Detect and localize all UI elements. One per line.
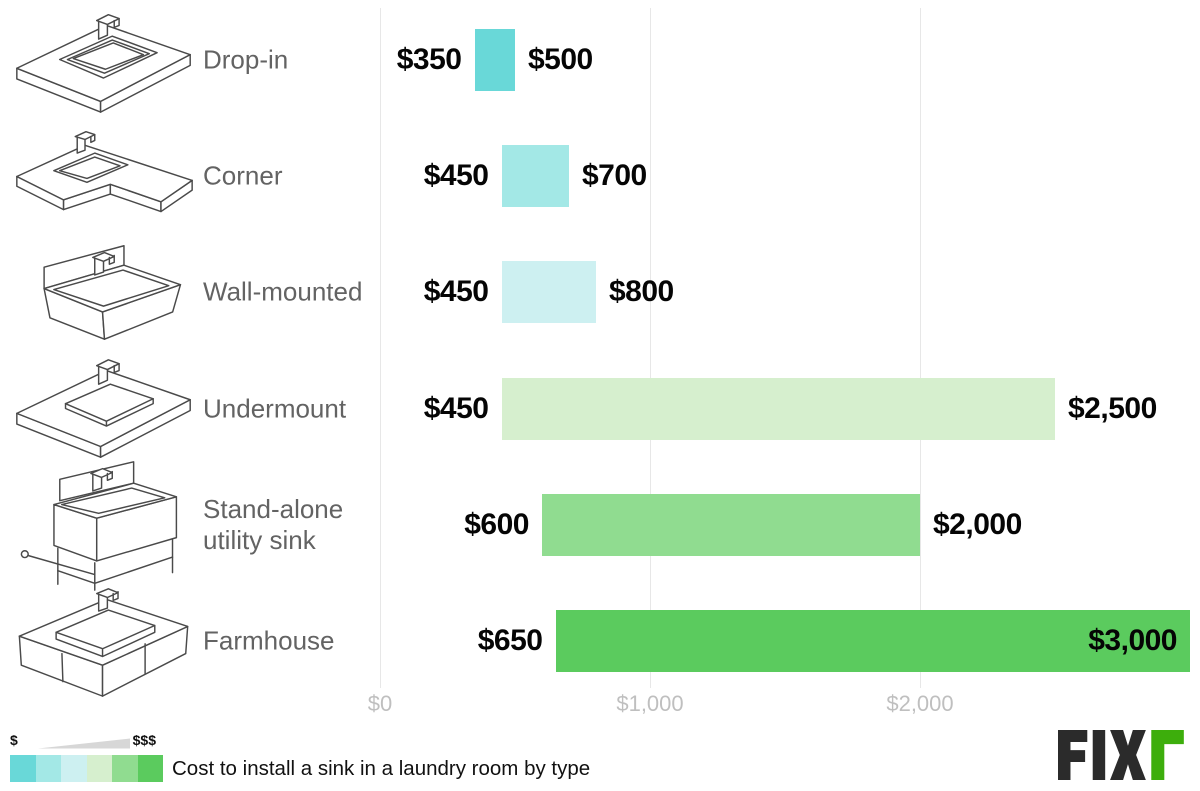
legend-swatch — [10, 755, 36, 782]
cost-range-bar — [501, 145, 569, 208]
corner-sink-icon — [15, 131, 193, 213]
x-axis-tick-label: $1,000 — [616, 691, 684, 716]
max-cost-label: $2,500 — [1068, 391, 1157, 425]
cost-range-bar — [501, 377, 1055, 440]
fixr-logo[interactable] — [1058, 730, 1186, 780]
sink-type-label: Wall-mounted — [203, 276, 363, 307]
x-axis-tick-label: $2,000 — [886, 691, 954, 716]
max-cost-label: $2,000 — [933, 507, 1022, 541]
min-cost-label: $650 — [477, 624, 543, 657]
legend-low-symbol: $ — [10, 732, 18, 748]
sink-type-icon-cell — [6, 353, 201, 465]
sink-type-icon-cell — [6, 582, 201, 700]
sink-type-icon-cell — [6, 120, 201, 232]
min-cost-label: $350 — [396, 43, 462, 76]
max-cost-label: $3,000 — [1088, 624, 1177, 657]
legend-swatch — [61, 755, 87, 782]
legend-swatches — [10, 755, 163, 782]
max-cost-label: $500 — [528, 43, 593, 76]
sink-type-label: Corner — [203, 160, 283, 191]
legend-swatch — [86, 755, 112, 782]
max-cost-label: $700 — [582, 159, 647, 193]
min-cost-label: $600 — [464, 507, 529, 541]
sink-type-icon-cell — [6, 236, 201, 348]
legend-high-symbol: $$$ — [132, 732, 156, 748]
legend-swatch — [35, 755, 61, 782]
sink-type-label: Undermount — [203, 393, 347, 424]
chart-title: Cost to install a sink in a laundry room… — [172, 757, 591, 780]
legend-wedge-icon — [38, 738, 130, 749]
sink-type-label: Drop-in — [203, 44, 289, 75]
cost-range-bar — [501, 261, 596, 324]
x-gridline — [650, 8, 651, 688]
sink-type-icon-cell — [6, 4, 201, 116]
x-gridline — [920, 8, 921, 688]
legend-swatch — [137, 755, 163, 782]
x-axis-tick-label: $0 — [367, 691, 393, 716]
min-cost-label: $450 — [423, 391, 489, 425]
min-cost-label: $450 — [423, 275, 489, 309]
cost-range-bar — [542, 493, 920, 556]
min-cost-label: $450 — [423, 159, 489, 193]
farmhouse-sink-icon — [18, 588, 188, 697]
sink-type-label: Farmhouse — [203, 625, 335, 656]
stand-alone-utility-sink-icon — [20, 460, 177, 591]
cost-range-bar — [474, 29, 515, 91]
undermount-sink-icon — [15, 358, 191, 458]
wall-mounted-sink-icon — [42, 245, 181, 341]
legend-swatch — [112, 755, 138, 782]
sink-type-icon-cell — [6, 456, 201, 594]
sink-type-label: Stand-alone utility sink — [203, 493, 344, 555]
x-gridline — [380, 8, 381, 688]
legend-scale: $ $$$ — [10, 732, 156, 749]
drop-in-sink-icon — [15, 13, 191, 113]
cost-range-bar — [555, 610, 1190, 672]
max-cost-label: $800 — [609, 275, 674, 309]
